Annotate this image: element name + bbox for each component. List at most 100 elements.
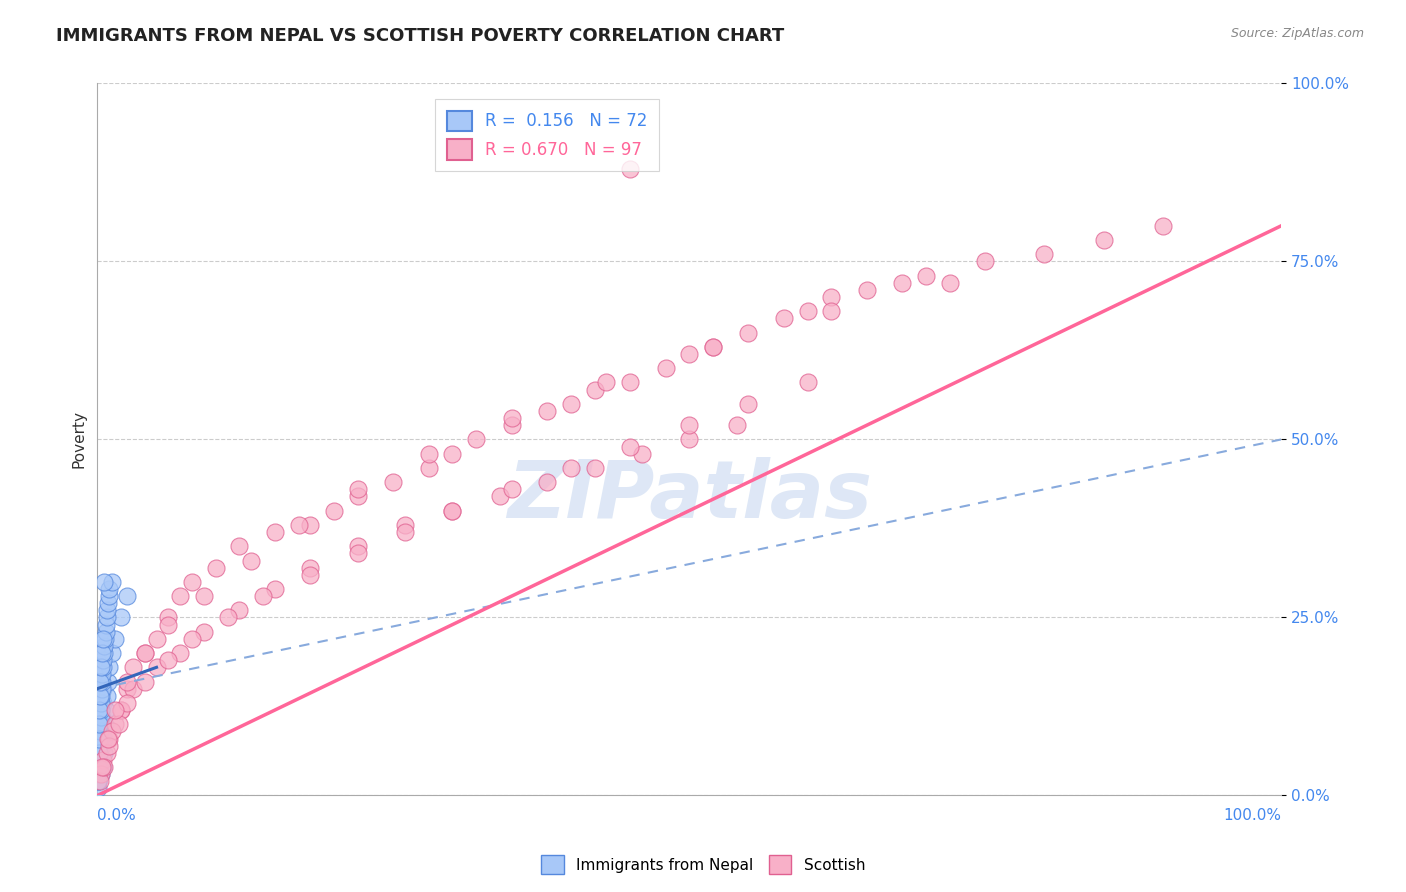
Point [91,653,114,667]
Point [87,767,110,781]
Point [501,411,523,425]
Point [89,703,111,717]
Point [96,603,118,617]
Point [134,674,156,689]
Point [737,326,759,340]
Point [100,574,122,589]
Point [87,760,110,774]
Point [96,617,118,632]
Point [93,731,115,746]
Point [678,347,700,361]
Point [93,639,115,653]
Point [89,746,111,760]
Point [90,703,112,717]
Point [228,539,250,553]
Point [91,696,114,710]
Point [91,724,114,739]
Point [702,340,724,354]
Text: 0.0%: 0.0% [97,808,136,823]
Point [91,667,114,681]
Point [91,760,114,774]
Point [441,503,464,517]
Point [91,753,114,767]
Point [87,760,110,774]
Point [394,524,416,539]
Point [89,717,111,731]
Point [91,632,114,646]
Point [583,383,606,397]
Text: 100.0%: 100.0% [1223,808,1281,823]
Point [631,447,654,461]
Point [90,767,112,781]
Point [157,653,180,667]
Point [87,774,110,789]
Point [90,767,112,781]
Point [107,717,129,731]
Point [820,290,842,304]
Point [90,753,112,767]
Point [181,574,204,589]
Point [287,517,309,532]
Point [94,624,117,639]
Point [346,483,368,497]
Point [104,717,127,731]
Point [87,753,110,767]
Point [87,781,110,796]
Point [94,717,117,731]
Text: Source: ZipAtlas.com: Source: ZipAtlas.com [1230,27,1364,40]
Point [96,689,118,703]
Point [891,276,914,290]
Point [134,646,156,660]
Point [796,376,818,390]
Point [501,418,523,433]
Point [974,254,997,268]
Point [110,610,132,624]
Legend: R =  0.156   N = 72, R = 0.670   N = 97: R = 0.156 N = 72, R = 0.670 N = 97 [434,99,659,171]
Point [252,589,274,603]
Point [89,731,111,746]
Point [90,739,112,753]
Point [87,774,110,789]
Point [104,703,127,717]
Point [98,660,121,674]
Point [94,703,117,717]
Point [115,681,138,696]
Point [121,681,143,696]
Point [193,624,215,639]
Point [96,746,118,760]
Point [87,760,110,774]
Point [299,560,322,574]
Point [89,739,111,753]
Point [97,596,120,610]
Legend: Immigrants from Nepal, Scottish: Immigrants from Nepal, Scottish [534,849,872,880]
Point [595,376,617,390]
Point [90,689,112,703]
Point [157,617,180,632]
Point [536,475,558,490]
Point [89,689,111,703]
Point [181,632,204,646]
Point [394,517,416,532]
Point [418,447,440,461]
Point [619,376,641,390]
Point [560,461,582,475]
Point [89,724,111,739]
Point [89,724,111,739]
Point [97,589,120,603]
Point [87,767,110,781]
Point [87,753,110,767]
Point [93,746,115,760]
Point [299,567,322,582]
Point [98,739,121,753]
Point [145,660,167,674]
Point [89,717,111,731]
Point [560,397,582,411]
Point [90,681,112,696]
Point [382,475,405,490]
Point [773,311,796,326]
Point [97,674,120,689]
Point [110,703,132,717]
Point [89,731,111,746]
Point [465,433,488,447]
Point [93,646,115,660]
